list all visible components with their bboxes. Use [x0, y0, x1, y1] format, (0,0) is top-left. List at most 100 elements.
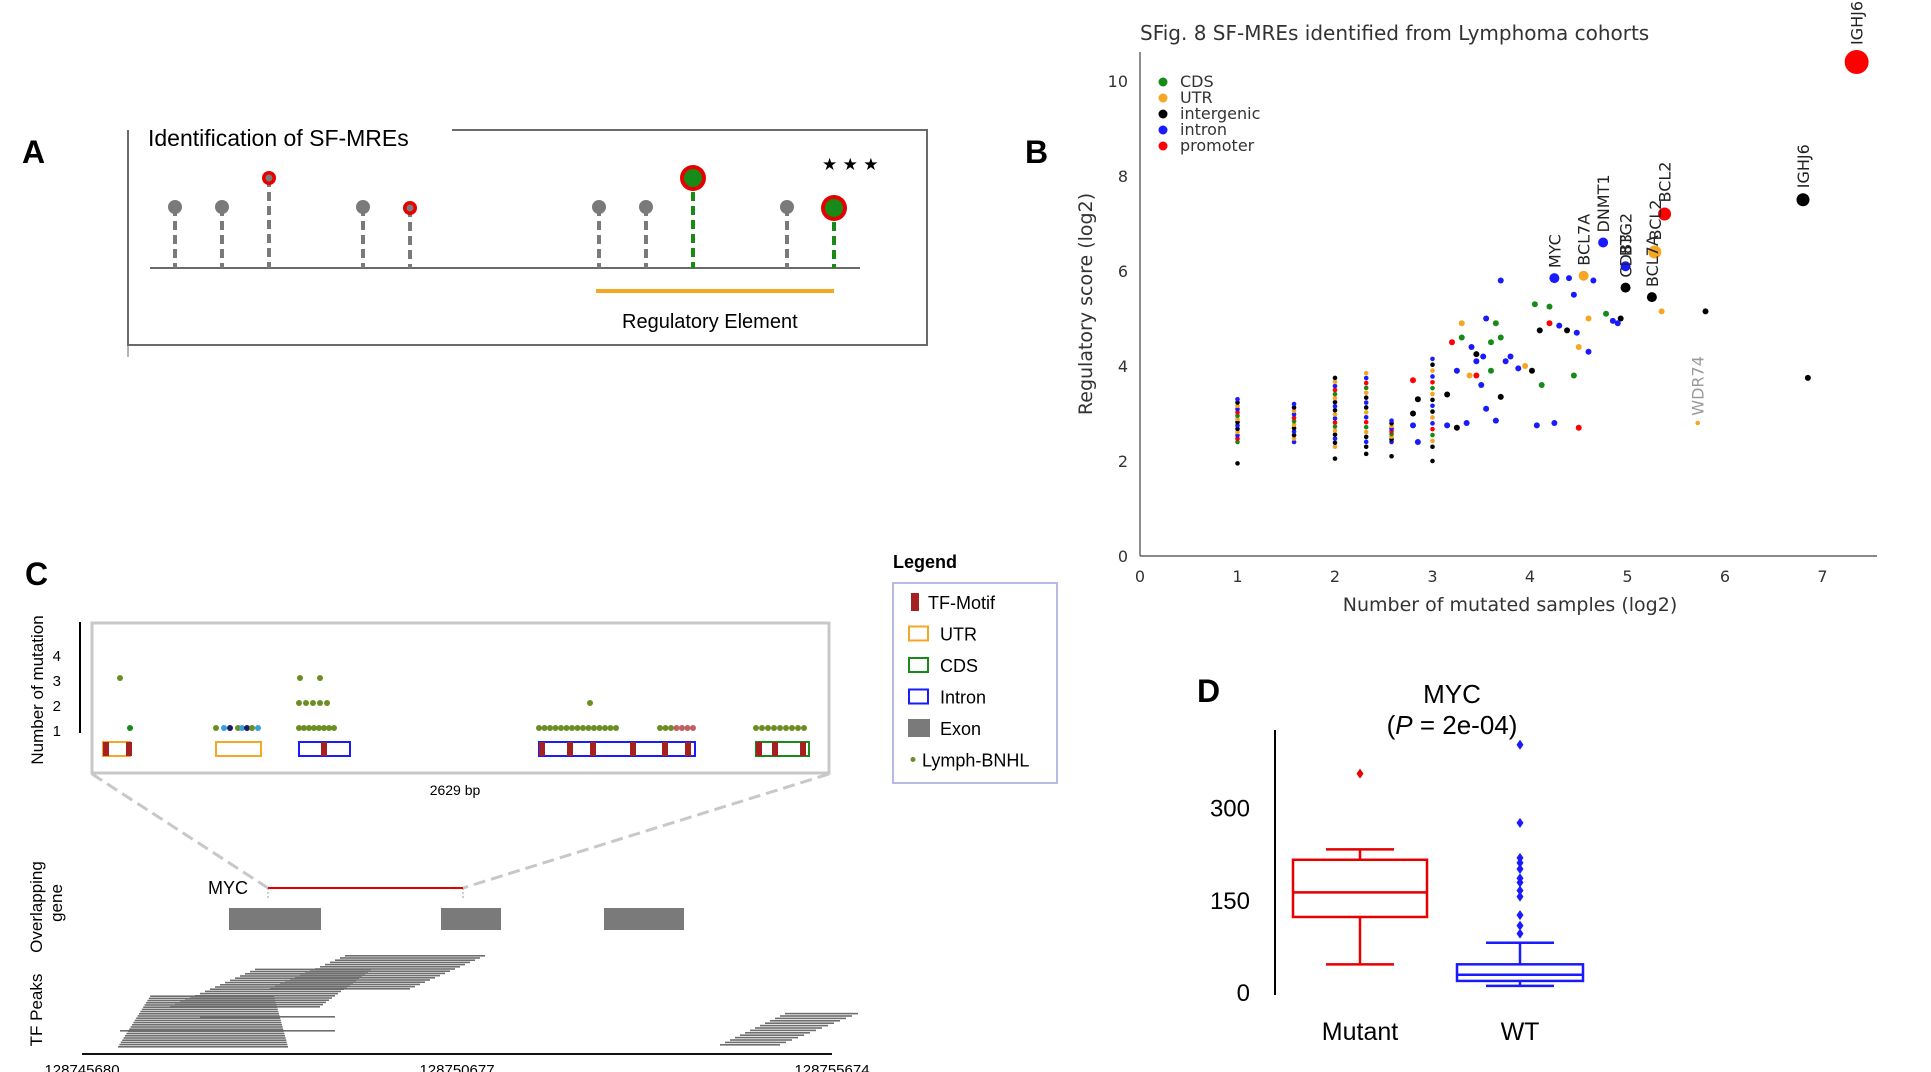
mutation-dot	[317, 675, 323, 681]
legend-swatch-Exon	[908, 719, 930, 737]
tf-motif	[539, 742, 545, 756]
outlier	[1516, 891, 1524, 902]
pvalue-symbol: P	[1395, 710, 1413, 740]
legend-marker-CDS	[1158, 77, 1168, 87]
data-point	[1363, 375, 1369, 381]
data-point	[1430, 385, 1435, 391]
mutation-dot	[795, 725, 801, 731]
data-point	[1235, 436, 1240, 442]
box-Mutant	[1291, 858, 1429, 919]
data-point	[1363, 451, 1369, 457]
mutation-dot	[303, 700, 309, 706]
data-point	[1430, 362, 1435, 368]
data-point	[1430, 458, 1435, 464]
data-point	[1363, 395, 1369, 400]
mutation-dot	[536, 725, 542, 731]
data-point	[1363, 439, 1369, 445]
lollipop-head	[592, 200, 606, 214]
tf-peak	[325, 963, 465, 966]
data-point	[1332, 399, 1338, 405]
legend-label-Intron: Intron	[940, 688, 986, 708]
tf-peak	[285, 981, 425, 983]
tf-peak	[745, 1032, 810, 1034]
tf-peak	[335, 959, 475, 961]
data-point	[1466, 372, 1473, 379]
data-point	[1291, 412, 1297, 417]
tf-motif	[685, 742, 691, 756]
exon-2	[441, 908, 501, 930]
tf-peak	[735, 1036, 798, 1039]
data-point	[1556, 322, 1563, 329]
mutation-dot	[296, 725, 302, 731]
data-point	[1453, 424, 1460, 431]
x-tick-label: 2	[1330, 567, 1340, 586]
lollipop-head	[356, 200, 370, 214]
x-tick-label: 5	[1622, 567, 1632, 586]
boxplot-y-tick: 0	[1237, 980, 1250, 1007]
data-point	[1332, 383, 1338, 389]
mutation-dot	[306, 725, 312, 731]
data-point	[1363, 419, 1369, 425]
outlier	[1516, 885, 1524, 896]
data-point	[1332, 416, 1338, 421]
data-point	[1291, 405, 1297, 410]
mutation-dot	[771, 725, 777, 731]
data-point	[1363, 405, 1369, 410]
boxplot-y-ticks: 0 150 300	[1210, 796, 1250, 1008]
data-point	[1492, 320, 1499, 327]
pvalue-text: = 2e-04)	[1413, 710, 1518, 740]
data-point	[1444, 422, 1451, 429]
data-point	[1538, 382, 1545, 388]
mutation-dot	[297, 675, 303, 681]
mutation-count-tick: 4	[53, 648, 61, 665]
data-point	[1444, 391, 1451, 398]
tf-motif	[756, 742, 762, 756]
tf-peak	[330, 961, 470, 964]
data-point	[1332, 387, 1338, 393]
data-point	[1702, 308, 1709, 315]
data-point	[1468, 344, 1475, 350]
tf-motif	[630, 742, 636, 756]
tf-peak	[785, 1012, 858, 1015]
outlier	[1516, 817, 1524, 828]
mutation-dot	[673, 725, 680, 731]
lollipop-head	[639, 200, 653, 214]
legend-label-intron: intron	[1180, 120, 1227, 139]
mutation-dot	[587, 700, 593, 706]
data-point	[1235, 423, 1240, 428]
data-point	[1235, 439, 1240, 445]
mutation-dot	[239, 725, 245, 731]
legend-label-Lymph-BNHL: Lymph-BNHL	[922, 751, 1029, 771]
data-point	[1332, 403, 1338, 409]
mutation-dot	[596, 725, 603, 731]
mutation-dot	[213, 725, 219, 731]
mutation-dot	[255, 725, 261, 731]
mutation-dot	[311, 725, 317, 731]
boxplot-subtitle: (P = 2e-04)	[1387, 710, 1518, 740]
tf-peak	[315, 968, 455, 970]
mutation-dot	[227, 725, 233, 731]
tf-motif	[590, 742, 596, 756]
mutation-dot	[607, 725, 614, 731]
point-MYC	[1549, 273, 1560, 284]
mutation-dot	[684, 725, 691, 731]
tf-peak	[175, 1003, 323, 1006]
data-point	[1332, 436, 1338, 441]
feature-legend: TF-Motif UTR CDS Intron Exon Lymph-BNHL	[908, 593, 1029, 771]
outlier	[1516, 920, 1524, 931]
legend-label-UTR: UTR	[940, 625, 977, 645]
data-point	[1430, 403, 1435, 409]
tf-peak	[133, 1021, 282, 1024]
mutation-count-ticks: 1 2 3 4	[53, 648, 61, 740]
point-BCL2	[1658, 207, 1672, 221]
tf-peak	[170, 1006, 320, 1008]
coord-mid: 128750677	[419, 1062, 494, 1072]
element-mutation-core	[684, 169, 702, 187]
data-point	[1564, 327, 1571, 334]
data-point	[1363, 380, 1369, 386]
data-point	[1590, 277, 1597, 284]
tf-peak	[139, 1013, 279, 1015]
chart-title: SFig. 8 SF-MREs identified from Lymphoma…	[1140, 21, 1649, 45]
data-point	[1332, 391, 1338, 397]
